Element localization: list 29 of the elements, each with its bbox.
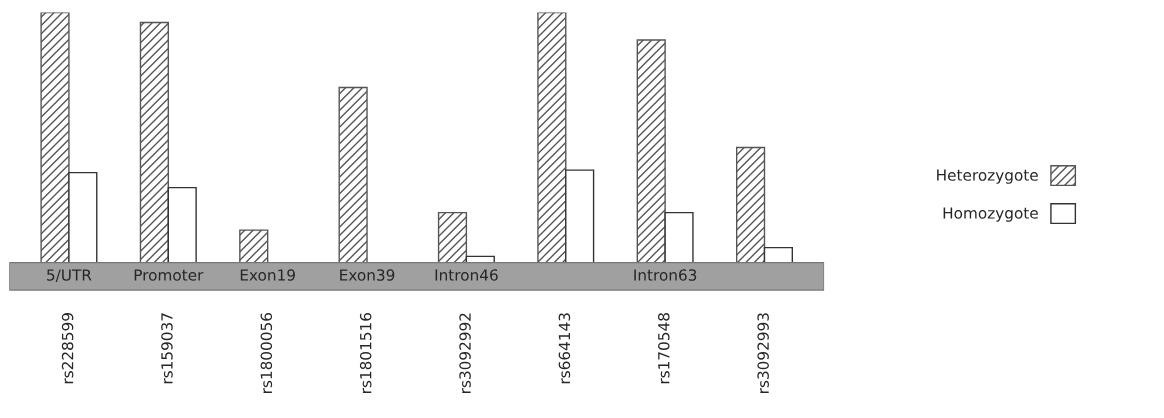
- x-tick-label: rs228599: [61, 313, 74, 384]
- text: Promoter: [134, 269, 204, 281]
- legend-label: Heterozygote: [937, 169, 1038, 184]
- bar: [664, 211, 694, 264]
- bar: [763, 246, 794, 264]
- text: Intron63: [634, 269, 697, 281]
- x-tick-label: rs170548: [658, 313, 670, 384]
- bar: [735, 146, 766, 264]
- bar: [68, 171, 98, 264]
- x-tick-label: rs1801516: [359, 313, 372, 393]
- legend-label: Homozygote: [943, 207, 1038, 222]
- bar: [239, 229, 269, 264]
- bar: [636, 39, 666, 264]
- x-tick-label: rs1800056: [260, 313, 273, 393]
- text: Intron46: [435, 269, 498, 281]
- bar: [338, 86, 368, 264]
- bar: [437, 211, 468, 264]
- text: Exon19: [240, 269, 295, 281]
- bar: [40, 12, 70, 264]
- text: 5/UTR: [47, 269, 92, 282]
- bar: [565, 169, 595, 264]
- text: Exon39: [340, 269, 395, 281]
- bar: [167, 186, 197, 264]
- x-tick-label: rs664143: [558, 313, 571, 384]
- x-tick-label: rs159037: [161, 313, 173, 384]
- x-tick-label: rs3092992: [459, 313, 471, 393]
- bar: [537, 12, 567, 264]
- bar: [139, 21, 169, 264]
- x-tick-label: rs3092993: [757, 313, 769, 393]
